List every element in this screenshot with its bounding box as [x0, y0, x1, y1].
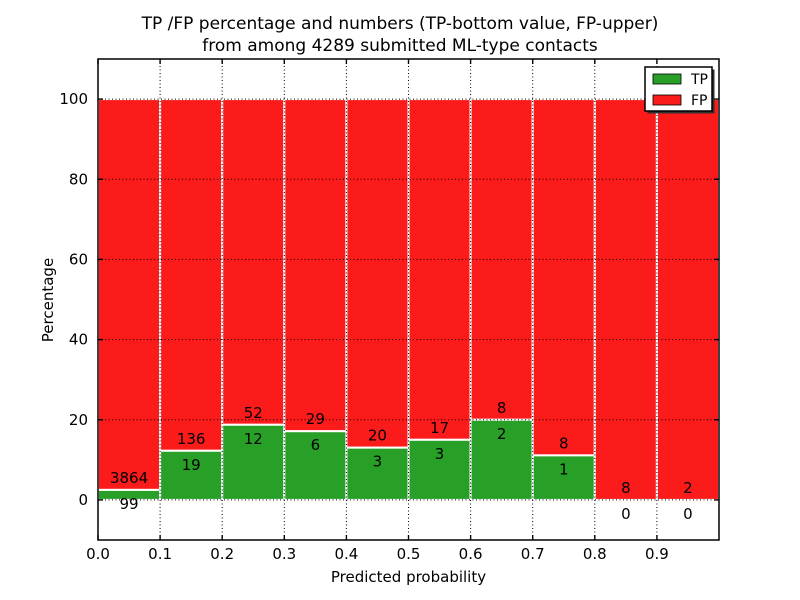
chart-title: TP /FP percentage and numbers (TP-bottom… [0, 13, 800, 57]
fp-count-label: 3864 [110, 469, 148, 487]
x-tick-label: 0.2 [210, 545, 234, 563]
chart-title-line1: TP /FP percentage and numbers (TP-bottom… [141, 14, 659, 34]
x-tick-label: 0.6 [459, 545, 483, 563]
fp-count-label: 17 [430, 419, 449, 437]
y-tick-label: 80 [69, 170, 88, 188]
fp-count-label: 2 [683, 479, 693, 497]
tp-count-label: 6 [311, 436, 321, 454]
tp-count-label: 2 [497, 425, 507, 443]
legend-swatch-tp [652, 73, 682, 85]
fp-bar [97, 98, 162, 491]
fp-bar [345, 98, 410, 449]
fp-bar [283, 98, 348, 433]
x-tick-label: 0.5 [397, 545, 421, 563]
tp-count-label: 1 [559, 460, 569, 478]
y-axis-label: Percentage [39, 257, 57, 343]
fp-bar [407, 98, 472, 441]
y-tick-label: 40 [69, 331, 88, 349]
fp-count-label: 20 [368, 427, 387, 445]
chart-title-line2: from among 4289 submitted ML-type contac… [202, 36, 598, 56]
tp-count-label: 0 [683, 505, 693, 523]
fp-bar [531, 98, 596, 457]
y-tick-label: 60 [69, 250, 88, 268]
tp-bar [407, 438, 472, 501]
fp-count-label: 52 [244, 404, 263, 422]
legend-label-tp: TP [690, 72, 708, 88]
fp-bar [593, 98, 658, 501]
x-tick-label: 0.0 [86, 545, 110, 563]
legend-label-fp: FP [691, 93, 708, 109]
fp-count-label: 8 [621, 479, 631, 497]
x-tick-label: 0.7 [521, 545, 545, 563]
x-tick-label: 0.8 [583, 545, 607, 563]
tp-count-label: 12 [244, 430, 263, 448]
fp-count-label: 136 [177, 430, 206, 448]
x-tick-label: 0.3 [272, 545, 296, 563]
y-tick-label: 0 [78, 491, 88, 509]
x-tick-label: 0.1 [148, 545, 172, 563]
x-tick-label: 0.4 [334, 545, 358, 563]
fp-bar [655, 98, 721, 501]
tp-bar [469, 418, 534, 501]
fp-bar [159, 98, 224, 452]
tp-bar [283, 430, 348, 501]
legend-swatch-fp [652, 94, 682, 106]
tp-count-label: 0 [621, 505, 631, 523]
y-tick-label: 100 [59, 90, 88, 108]
y-tick-label: 20 [69, 411, 88, 429]
tp-count-label: 19 [182, 456, 201, 474]
fp-count-label: 8 [559, 434, 569, 452]
x-tick-label: 0.9 [645, 545, 669, 563]
plot-frame [97, 58, 720, 541]
fp-count-label: 29 [306, 410, 325, 428]
tp-count-label: 3 [435, 445, 445, 463]
fp-count-label: 8 [497, 399, 507, 417]
fp-bar [221, 98, 286, 426]
x-axis-label: Predicted probability [330, 568, 487, 586]
tp-count-label: 99 [120, 495, 139, 513]
tp-count-label: 3 [373, 453, 383, 471]
